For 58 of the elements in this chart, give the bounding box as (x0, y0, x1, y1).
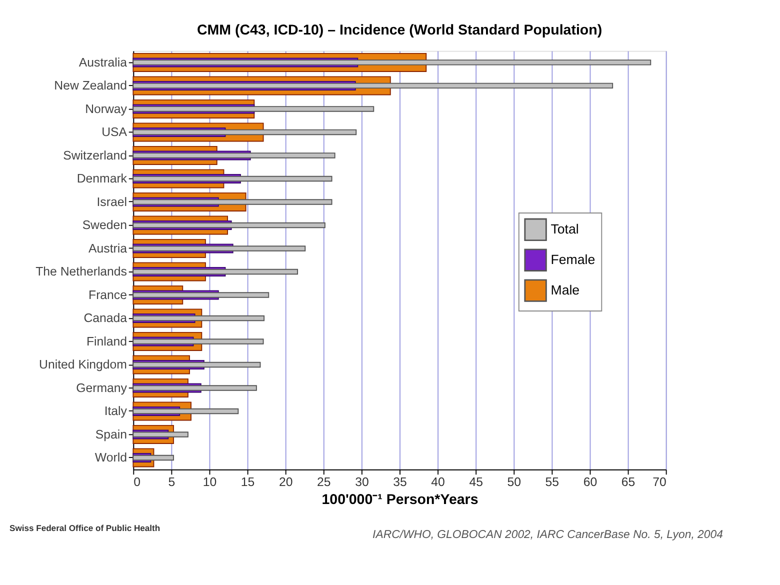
y-tick-label: Denmark (76, 172, 128, 186)
x-tick-label: 35 (393, 475, 407, 490)
y-tick-label: France (88, 288, 128, 302)
legend-label: Female (550, 252, 596, 267)
y-tick-label: Spain (95, 427, 128, 442)
x-tick-label: 0 (134, 475, 141, 490)
bar (132, 432, 188, 438)
y-tick-label: United Kingdom (39, 358, 127, 372)
bar (132, 268, 298, 275)
y-tick-label: World (94, 450, 128, 465)
bar (132, 408, 239, 414)
x-tick-label: 25 (317, 475, 331, 490)
bar (132, 338, 264, 344)
bar (132, 152, 336, 158)
y-tick-label: Norway (85, 102, 128, 116)
legend-label: Male (550, 282, 580, 298)
x-tick-label: 70 (652, 475, 666, 490)
y-tick-label: Switzerland (63, 148, 128, 162)
x-tick-label: 5 (168, 475, 176, 490)
x-tick-label: 10 (202, 475, 217, 490)
y-tick-label: Austria (88, 241, 128, 256)
bar (132, 60, 652, 66)
bar (132, 129, 357, 136)
bar (132, 454, 174, 461)
x-tick-label: 65 (621, 475, 636, 490)
bar (132, 292, 270, 298)
bar (132, 82, 614, 89)
y-tick-label: Canada (84, 311, 128, 326)
bar (132, 176, 332, 182)
bar (132, 385, 257, 391)
text: IARC/WHO, GLOBOCAN 2002, IARC CancerBase No. 5, Lyon, 2004 (372, 528, 723, 541)
y-tick-label: Finland (86, 334, 128, 348)
x-tick-label: 15 (240, 475, 255, 490)
bar (132, 362, 261, 368)
x-tick-label: 45 (469, 475, 484, 490)
y-tick-label: Italy (104, 404, 128, 418)
x-tick-label: 20 (278, 475, 293, 490)
y-tick-label: Germany (76, 380, 128, 395)
y-tick-label: Sweden (82, 218, 128, 232)
text: Swiss Federal Office of Public Health (10, 523, 160, 534)
bar (132, 315, 265, 322)
chart-title: CMM (C43, ICD-10) – Incidence (World Standard Population) (196, 22, 602, 39)
x-tick-label: 55 (545, 475, 560, 490)
bar (132, 246, 306, 252)
x-tick-label: 40 (431, 475, 446, 490)
y-tick-label: The Netherlands (36, 264, 127, 279)
x-tick-label: 50 (507, 475, 522, 490)
x-tick-label: 60 (583, 475, 598, 490)
bar (132, 222, 326, 228)
x-tick-label: 30 (355, 475, 369, 490)
y-tick-label: New Zealand (54, 78, 128, 93)
bar (132, 106, 374, 112)
legend-label: Total (550, 221, 579, 236)
y-tick-label: USA (102, 125, 128, 140)
y-tick-label: Israel (96, 194, 127, 209)
y-tick-label: Australia (78, 55, 128, 70)
x-axis-title: 100'000⁻¹ Person*Years (322, 492, 478, 508)
bar (132, 199, 332, 205)
